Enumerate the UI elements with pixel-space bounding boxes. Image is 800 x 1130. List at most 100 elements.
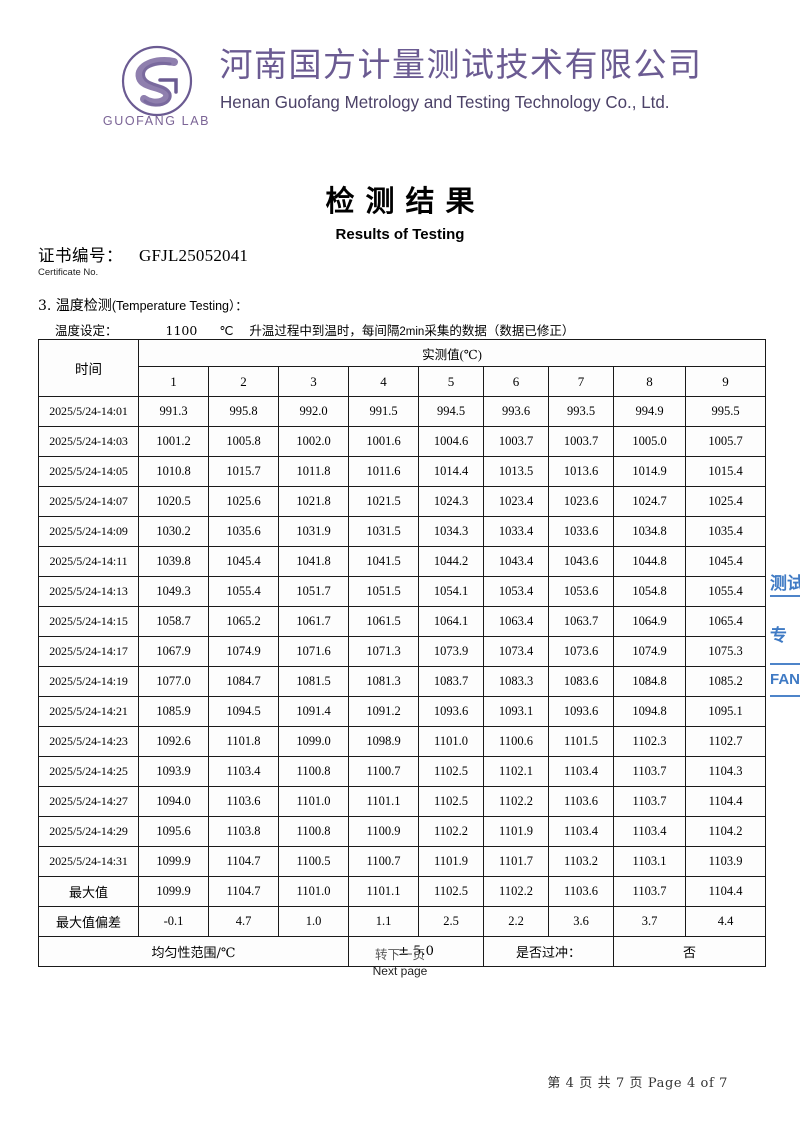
table-row: 2025/5/24-14:29 1095.6 1103.8 1100.8 110… bbox=[38, 816, 767, 847]
cell-value: 1055.4 bbox=[208, 576, 279, 607]
stamp-rule bbox=[770, 695, 800, 697]
table-row: 2025/5/24-14:01 991.3 995.8 992.0 991.5 … bbox=[38, 396, 767, 427]
cell-value: 1101.9 bbox=[418, 846, 484, 877]
overshoot-label: 是否过冲： bbox=[483, 936, 614, 967]
cell-value: 1093.6 bbox=[548, 696, 614, 727]
cell-value: 1101.9 bbox=[483, 816, 549, 847]
cell-value: 1103.4 bbox=[208, 756, 279, 787]
certificate-label-cn: 证书编号： bbox=[38, 246, 123, 265]
cell-time: 2025/5/24-14:07 bbox=[38, 486, 139, 517]
cell-value: 1001.6 bbox=[348, 426, 419, 457]
table-head: 时间 实测值(℃) 1 2 3 4 5 6 7 8 9 bbox=[38, 339, 767, 397]
cell-value: 1101.7 bbox=[483, 846, 549, 877]
cell-value: 1003.7 bbox=[483, 426, 549, 457]
cell-value: 1104.7 bbox=[208, 876, 279, 907]
cell-value: 1.1 bbox=[348, 906, 419, 937]
cell-value: 1074.9 bbox=[208, 636, 279, 667]
cell-value: 1067.9 bbox=[138, 636, 209, 667]
page-title-en: Results of Testing bbox=[335, 226, 465, 243]
cell-value: 1064.1 bbox=[418, 606, 484, 637]
cell-time: 2025/5/24-14:31 bbox=[38, 846, 139, 877]
cell-value: 1102.5 bbox=[418, 876, 484, 907]
cell-time: 2025/5/24-14:03 bbox=[38, 426, 139, 457]
company-name-block: 河南国方计量测试技术有限公司 Henan Guofang Metrology a… bbox=[220, 42, 703, 113]
cell-value: 1100.7 bbox=[348, 846, 419, 877]
cell-value: 1103.4 bbox=[613, 816, 686, 847]
cell-value: 1039.8 bbox=[138, 546, 209, 577]
table-body: 2025/5/24-14:01 991.3 995.8 992.0 991.5 … bbox=[38, 396, 767, 967]
cell-value: 1103.4 bbox=[548, 816, 614, 847]
cell-value: 994.9 bbox=[613, 396, 686, 427]
next-page-en: Next page bbox=[372, 964, 428, 978]
cell-value: 1084.7 bbox=[208, 666, 279, 697]
cell-value: 1092.6 bbox=[138, 726, 209, 757]
stamp-rule bbox=[770, 595, 800, 597]
column-header-ch7: 7 bbox=[548, 366, 614, 397]
cell-value: 1025.6 bbox=[208, 486, 279, 517]
temperature-results-table: 时间 实测值(℃) 1 2 3 4 5 6 7 8 9 2025/5/24-14… bbox=[38, 339, 767, 967]
column-header-ch4: 4 bbox=[348, 366, 419, 397]
row-label-max-deviation: 最大值偏差 bbox=[38, 906, 139, 937]
cell-value: 1095.1 bbox=[684, 696, 767, 727]
cell-value: 1099.0 bbox=[278, 726, 349, 757]
cell-value: 1054.8 bbox=[613, 576, 686, 607]
cell-value: 1035.4 bbox=[684, 516, 767, 547]
cell-time: 2025/5/24-14:29 bbox=[38, 816, 139, 847]
cell-value: 1013.6 bbox=[548, 456, 614, 487]
table-row: 2025/5/24-14:05 1010.8 1015.7 1011.8 101… bbox=[38, 456, 767, 487]
cell-value: 1101.8 bbox=[208, 726, 279, 757]
next-page-cn: 转下一页 bbox=[374, 947, 425, 962]
cell-value: 1031.9 bbox=[278, 516, 349, 547]
table-row: 2025/5/24-14:19 1077.0 1084.7 1081.5 108… bbox=[38, 666, 767, 697]
cell-value: 1054.1 bbox=[418, 576, 484, 607]
cell-value: 1103.6 bbox=[208, 786, 279, 817]
cell-value: 1073.4 bbox=[483, 636, 549, 667]
column-header-ch2: 2 bbox=[208, 366, 279, 397]
guofang-logo-icon bbox=[120, 44, 194, 118]
cell-value: 1085.9 bbox=[138, 696, 209, 727]
cell-time: 2025/5/24-14:01 bbox=[38, 396, 139, 427]
cell-value: 2.5 bbox=[418, 906, 484, 937]
cell-value: 1005.8 bbox=[208, 426, 279, 457]
cell-value: 1.0 bbox=[278, 906, 349, 937]
cell-value: 1033.4 bbox=[483, 516, 549, 547]
cell-value: 1102.2 bbox=[483, 786, 549, 817]
stamp-line-3: FAN bbox=[770, 671, 800, 688]
cell-time: 2025/5/24-14:15 bbox=[38, 606, 139, 637]
cell-value: 1102.2 bbox=[483, 876, 549, 907]
cell-value: 1041.5 bbox=[348, 546, 419, 577]
uniformity-range-value: ± 5.0 bbox=[348, 936, 484, 967]
cell-value: 1095.6 bbox=[138, 816, 209, 847]
cell-value: 1102.5 bbox=[418, 756, 484, 787]
cell-time: 2025/5/24-14:05 bbox=[38, 456, 139, 487]
table-header-group-row: 时间 实测值(℃) bbox=[38, 339, 767, 397]
cell-value: 1100.8 bbox=[278, 756, 349, 787]
cell-value: 1104.7 bbox=[208, 846, 279, 877]
cell-value: 1043.6 bbox=[548, 546, 614, 577]
cell-value: 1094.5 bbox=[208, 696, 279, 727]
cell-value: 1101.1 bbox=[348, 786, 419, 817]
cell-value: 1100.9 bbox=[348, 816, 419, 847]
cell-value: 1033.6 bbox=[548, 516, 614, 547]
table-row: 2025/5/24-14:07 1020.5 1025.6 1021.8 102… bbox=[38, 486, 767, 517]
cell-value: 1055.4 bbox=[684, 576, 767, 607]
cell-value: 1091.4 bbox=[278, 696, 349, 727]
letterhead: GUOFANG LAB 河南国方计量测试技术有限公司 Henan Guofang… bbox=[0, 42, 800, 147]
cell-value: 1001.2 bbox=[138, 426, 209, 457]
certificate-label-en: Certificate No. bbox=[38, 267, 99, 278]
cell-value: 1045.4 bbox=[684, 546, 767, 577]
cell-value: 993.6 bbox=[483, 396, 549, 427]
cell-value: 4.4 bbox=[684, 906, 767, 937]
cell-value: 1053.6 bbox=[548, 576, 614, 607]
cell-value: 1103.7 bbox=[613, 876, 686, 907]
cell-value: 1030.2 bbox=[138, 516, 209, 547]
column-header-ch5: 5 bbox=[418, 366, 484, 397]
cell-value: 1063.7 bbox=[548, 606, 614, 637]
cell-value: 1102.2 bbox=[418, 816, 484, 847]
cell-value: 1103.7 bbox=[613, 756, 686, 787]
cell-value: 1101.1 bbox=[348, 876, 419, 907]
cell-value: 1102.3 bbox=[613, 726, 686, 757]
cell-value: 1083.3 bbox=[483, 666, 549, 697]
cell-time: 2025/5/24-14:09 bbox=[38, 516, 139, 547]
cell-value: 1034.3 bbox=[418, 516, 484, 547]
